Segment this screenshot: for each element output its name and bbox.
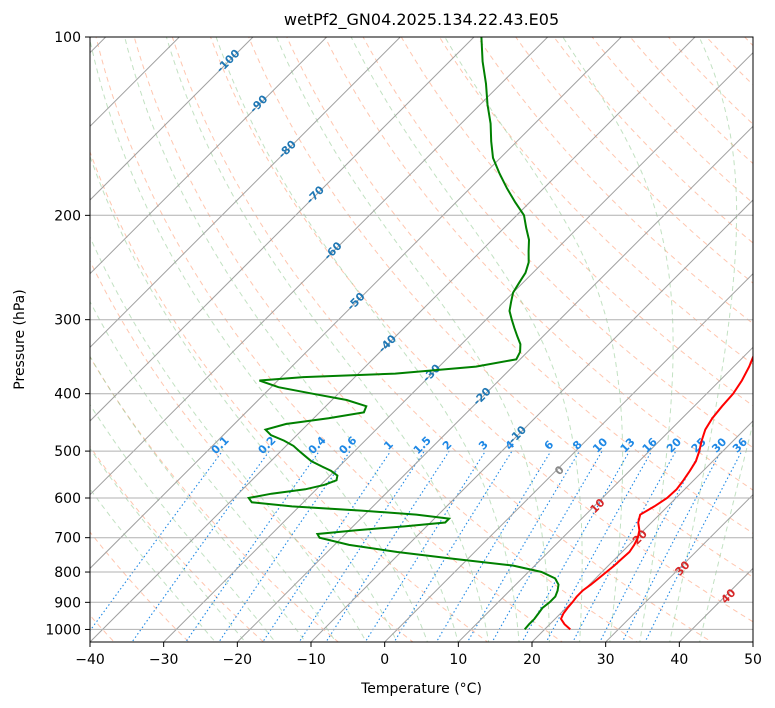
dry-adiabat-line [362,37,753,449]
isotherm-line [162,51,753,642]
y-tick-label: 800 [54,565,81,581]
moist-adiabat-line [90,154,398,642]
x-tick-label: 40 [670,652,688,668]
y-tick-label: 1000 [45,622,81,638]
isobars [90,37,753,630]
isotherm-line [604,493,753,642]
y-tick-label: 200 [54,208,81,224]
chart-title: wetPf2_GN04.2025.134.22.43.E05 [284,10,559,30]
x-tick-label: −40 [75,652,105,668]
x-tick-label: 0 [380,652,389,668]
dry-adiabat-line [171,37,713,642]
y-tick-label: 100 [54,30,81,46]
dry-adiabat-line [248,37,753,578]
dry-adiabat-line [438,37,753,366]
isotherm-line [90,37,328,275]
isotherm-line [90,37,475,422]
y-tick-label: 700 [54,531,81,547]
dry-adiabat-line [209,37,753,623]
isotherm-line [236,125,753,642]
isotherm-line [90,37,623,570]
dewpoint-line [246,37,560,631]
y-axis-label: Pressure (hPa) [12,289,28,389]
y-tick-label: 400 [54,387,81,403]
dry-adiabat-line [324,37,753,491]
isotherm-line [383,272,753,642]
x-axis-label: Temperature (°C) [360,681,482,697]
dry-adiabat-line [90,356,340,642]
isotherm-line [90,37,181,128]
isotherms [90,37,753,642]
dry-adiabat-line [133,37,638,642]
x-tick-label: 20 [523,652,541,668]
isotherm-line [90,37,696,642]
x-tick-label: 30 [597,652,615,668]
isotherm-line [90,37,402,349]
x-tick-label: −30 [149,652,179,668]
y-tick-label: 600 [54,491,81,507]
dry-adiabat-line [90,445,265,642]
isotherm-line [310,199,753,642]
x-tick-label: 10 [449,652,467,668]
isotherm-line [531,420,753,642]
dry-adiabat-line [95,37,564,642]
x-tick-label: 50 [744,652,762,668]
moist-adiabat-line [215,37,520,642]
plot-frame [89,36,754,643]
temperature-line [559,354,753,631]
x-tick-label: −10 [296,652,326,668]
isotherm-line [90,37,254,201]
y-axis-ticks: 1000 900 800 700 600 500 400 300 200 100 [45,30,90,638]
isotherm-line [90,37,549,496]
isotherm-line [457,346,753,642]
moist-adiabat-line [669,37,738,642]
y-tick-label: 500 [54,444,81,460]
dry-adiabat-line [477,37,753,325]
y-tick-label: 900 [54,595,81,611]
x-axis-ticks: −40 −30 −20 −10 0 10 20 30 40 50 [75,642,762,668]
x-tick-label: −20 [223,652,253,668]
y-tick-label: 300 [54,313,81,329]
